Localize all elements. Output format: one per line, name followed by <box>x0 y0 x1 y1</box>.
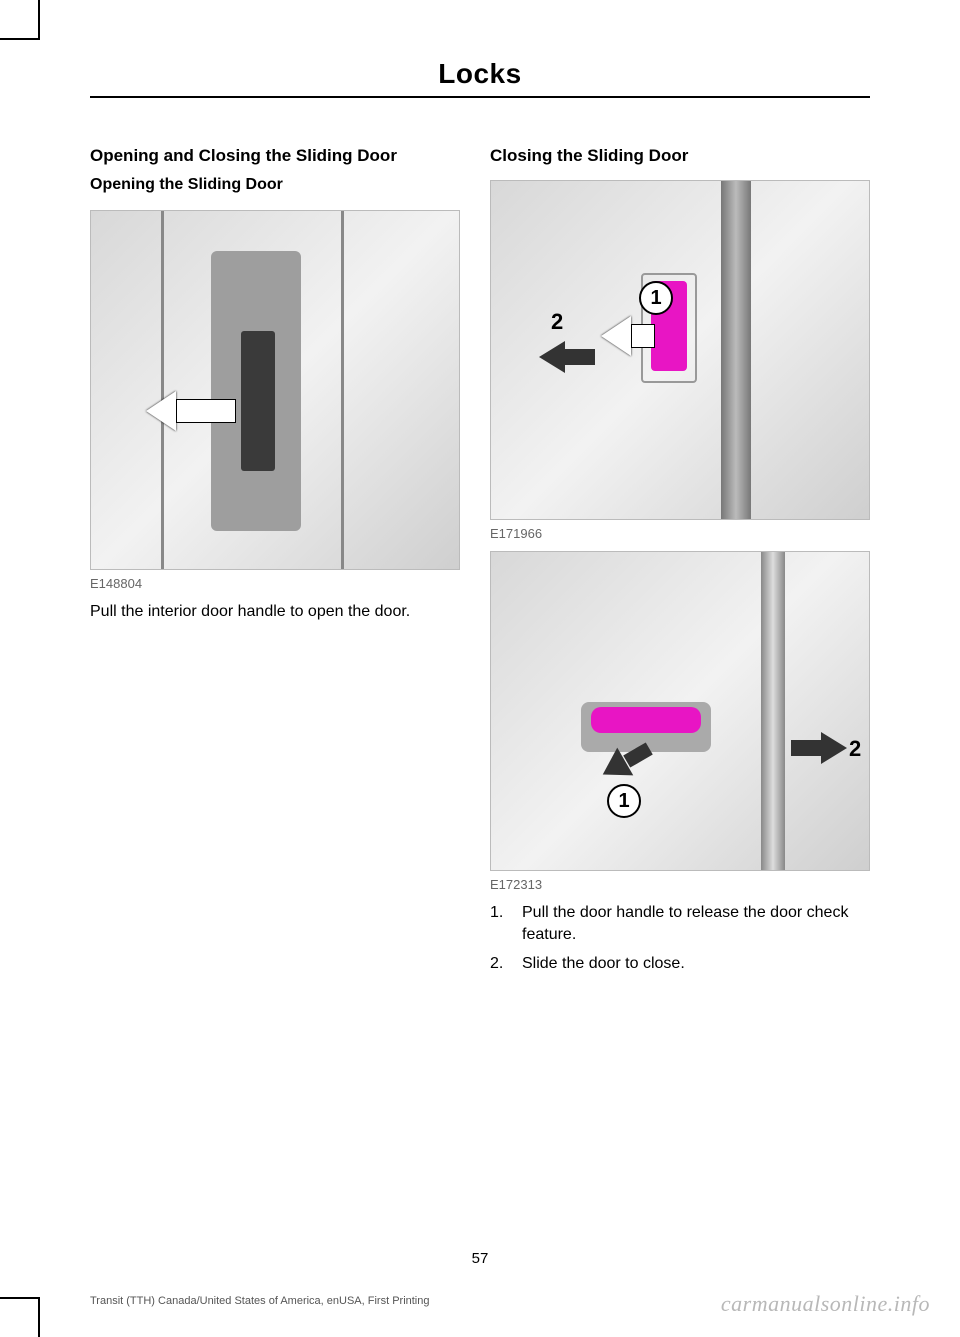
closing-steps: 1. Pull the door handle to release the d… <box>490 902 870 975</box>
figure-caption-e148804: E148804 <box>90 576 460 591</box>
text-pull-handle: Pull the interior door handle to open th… <box>90 601 460 623</box>
left-column: Opening and Closing the Sliding Door Ope… <box>90 145 460 623</box>
callout-1: 1 <box>639 281 673 315</box>
step-1-number: 1. <box>490 902 508 945</box>
callout-2b: 2 <box>849 736 861 762</box>
figure-opening-door <box>90 210 460 570</box>
heading-closing: Closing the Sliding Door <box>490 145 870 166</box>
figure-closing-interior: 1 2 <box>490 180 870 520</box>
callout-2: 2 <box>551 309 563 335</box>
crop-mark-bl <box>0 1297 40 1337</box>
step-2-text: Slide the door to close. <box>522 953 685 975</box>
watermark: carmanualsonline.info <box>721 1291 930 1317</box>
page-number: 57 <box>0 1250 960 1267</box>
heading-open-close: Opening and Closing the Sliding Door <box>90 145 460 166</box>
footer-text: Transit (TTH) Canada/United States of Am… <box>90 1295 430 1307</box>
step-2-number: 2. <box>490 953 508 975</box>
figure-closing-exterior: 1 2 <box>490 551 870 871</box>
figure-caption-e172313: E172313 <box>490 877 870 892</box>
right-column: Closing the Sliding Door 1 2 E171966 1 2… <box>490 145 870 983</box>
step-1-text: Pull the door handle to release the door… <box>522 902 870 945</box>
chapter-rule <box>90 96 870 98</box>
step-1: 1. Pull the door handle to release the d… <box>490 902 870 945</box>
step-2: 2. Slide the door to close. <box>490 953 870 975</box>
chapter-title: Locks <box>0 58 960 90</box>
crop-mark-tl <box>0 0 40 40</box>
figure-caption-e171966: E171966 <box>490 526 870 541</box>
callout-1b: 1 <box>607 784 641 818</box>
heading-opening: Opening the Sliding Door <box>90 176 460 194</box>
